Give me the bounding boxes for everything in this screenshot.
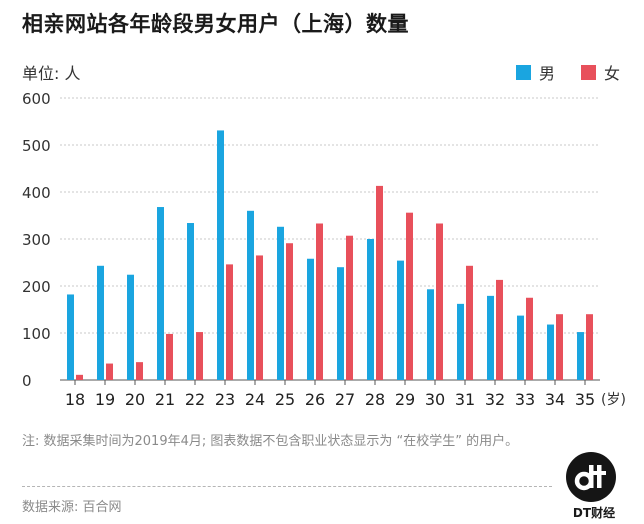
x-tick-label: 30 — [425, 390, 445, 409]
grid-lines — [60, 97, 600, 381]
x-tick-label: 25 — [275, 390, 295, 409]
x-tick-label: 29 — [395, 390, 415, 409]
y-tick-label: 100 — [22, 325, 51, 343]
x-tick-label: 22 — [185, 390, 205, 409]
x-tick-label: 35 — [575, 390, 595, 409]
y-tick-label: 400 — [22, 184, 51, 202]
x-axis-ticks: 18 19 20 21 22 23 24 25 26 27 28 29 30 31 32 33 34 35 — [65, 380, 595, 409]
unit-label: 单位: 人 — [22, 64, 81, 83]
legend: 男 女 — [490, 60, 620, 84]
bar-male-35 — [577, 332, 584, 380]
footnote: 注: 数据采集时间为2019年4月; 图表数据不包含职业状态显示为 “在校学生”… — [22, 434, 519, 449]
y-tick-label: 0 — [22, 372, 32, 390]
bar-female-19 — [106, 363, 113, 380]
x-tick-label: 26 — [305, 390, 325, 409]
bar-female-26 — [316, 223, 323, 380]
bar-female-29 — [406, 212, 413, 380]
bar-male-29 — [397, 260, 404, 380]
bar-male-22 — [187, 223, 194, 380]
x-tick-label: 21 — [155, 390, 175, 409]
data-source: 数据来源: 百合网 — [22, 500, 122, 515]
bar-female-27 — [346, 235, 353, 380]
x-tick-label: 31 — [455, 390, 475, 409]
bar-female-32 — [496, 279, 503, 380]
bar-male-18 — [67, 294, 74, 380]
x-tick-label: 27 — [335, 390, 355, 409]
bar-male-33 — [517, 315, 524, 380]
chart-title: 相亲网站各年龄段男女用户（上海）数量 — [22, 12, 409, 36]
legend-swatch-male — [515, 64, 531, 80]
bar-male-34 — [547, 324, 554, 380]
y-tick-label: 300 — [22, 231, 51, 249]
bar-female-31 — [466, 265, 473, 380]
bar-female-33 — [526, 297, 533, 380]
y-tick-label: 600 — [22, 90, 51, 108]
bar-male-31 — [457, 303, 464, 380]
bar-female-35 — [586, 314, 593, 380]
x-tick-label: 19 — [95, 390, 115, 409]
bar-female-25 — [286, 243, 293, 380]
bar-male-32 — [487, 295, 494, 380]
bar-male-19 — [97, 265, 104, 380]
bar-chart: 0 100 200 300 400 500 600 18 19 20 21 22 23 24 25 26 27… — [22, 90, 626, 409]
bar-male-24 — [247, 210, 254, 380]
x-tick-label: 32 — [485, 390, 505, 409]
legend-item-male: 男 — [515, 60, 555, 84]
y-axis-ticks: 0 100 200 300 400 500 600 — [22, 90, 51, 390]
bar-male-26 — [307, 258, 314, 380]
legend-label-female: 女 — [603, 64, 620, 83]
x-tick-label: 23 — [215, 390, 235, 409]
bar-female-30 — [436, 223, 443, 380]
x-tick-label: 34 — [545, 390, 565, 409]
x-tick-label: 24 — [245, 390, 265, 409]
bar-female-18 — [76, 374, 83, 380]
y-tick-label: 200 — [22, 278, 51, 296]
y-tick-label: 500 — [22, 137, 51, 155]
bar-male-30 — [427, 289, 434, 380]
bar-female-20 — [136, 362, 143, 380]
bar-female-23 — [226, 264, 233, 380]
bar-female-24 — [256, 255, 263, 380]
bar-female-21 — [166, 333, 173, 380]
brand-name: DT财经 — [572, 506, 616, 520]
x-axis-unit: (岁) — [601, 392, 626, 408]
bars — [67, 130, 593, 380]
divider — [22, 486, 552, 487]
x-tick-label: 18 — [65, 390, 85, 409]
brand-logo-icon — [566, 452, 616, 502]
bar-male-27 — [337, 267, 344, 380]
legend-label-male: 男 — [538, 64, 555, 83]
bar-male-25 — [277, 226, 284, 380]
x-tick-label: 28 — [365, 390, 385, 409]
x-tick-label: 20 — [125, 390, 145, 409]
bar-male-20 — [127, 274, 134, 380]
legend-swatch-female — [580, 64, 596, 80]
bar-male-23 — [217, 130, 224, 380]
bar-female-28 — [376, 185, 383, 380]
bar-male-28 — [367, 239, 374, 380]
bar-male-21 — [157, 207, 164, 380]
bar-female-34 — [556, 314, 563, 380]
x-tick-label: 33 — [515, 390, 535, 409]
legend-item-female: 女 — [580, 60, 620, 84]
bar-female-22 — [196, 332, 203, 380]
